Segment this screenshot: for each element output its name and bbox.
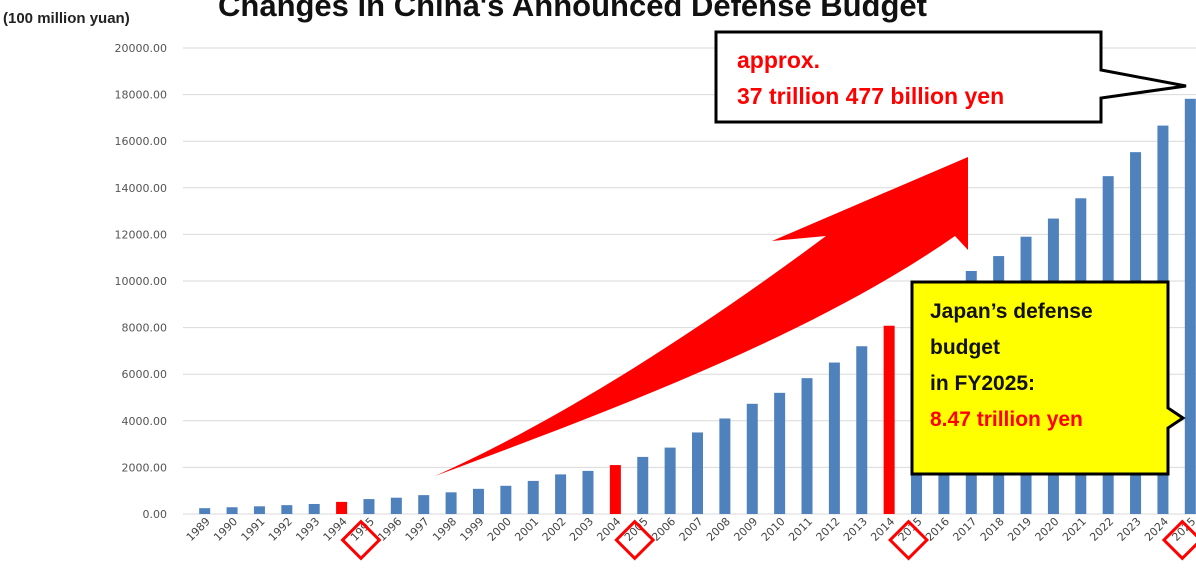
bar-2013 [856,346,868,514]
bar-1992 [281,505,293,514]
bar-2014 [883,325,895,514]
bar-2003 [582,470,594,514]
bar-2005 [637,456,649,514]
bar-1995 [363,499,375,514]
bar-2009 [746,403,758,514]
bar-1999 [472,488,484,514]
y-tick-label: 8000.00 [122,322,168,335]
x-tick-label-2012: 2012 [814,515,843,544]
x-tick-label-2011: 2011 [786,515,815,544]
bar-2000 [500,485,512,514]
y-axis-unit-label: (100 million yuan) [3,10,130,27]
bar-2025 [1184,98,1196,514]
bar-1990 [226,507,238,514]
highlight-box-2025 [1161,519,1196,561]
bar-1989 [199,508,211,514]
x-tick-label-2022: 2022 [1087,515,1116,544]
x-tick-label-2024: 2024 [1142,515,1171,544]
y-tick-label: 18000.00 [115,89,168,102]
china-2025-callout: approx. 37 trillion 477 billion yen [714,30,1187,124]
x-tick-label-1994: 1994 [321,515,350,544]
x-tick-label-2008: 2008 [704,515,733,544]
bar-1998 [445,492,457,514]
japan-callout-line4: 8.47 trillion yen [930,408,1083,431]
bar-1996 [390,497,402,514]
x-tick-label-1997: 1997 [403,515,432,544]
x-tick-label-1999: 1999 [458,515,487,544]
china-callout-line1: approx. [737,47,820,73]
bar-2001 [527,480,539,514]
x-tick-label-2020: 2020 [1033,515,1062,544]
japan-callout-box [910,280,1186,476]
bar-2002 [555,474,567,514]
y-tick-label: 16000.00 [115,135,168,148]
x-tick-label-2014: 2014 [868,515,897,544]
bar-2004 [609,465,621,514]
x-tick-label-2013: 2013 [841,515,870,544]
trend-arrow [435,157,968,476]
y-axis-ticks: 0.00 2000.00 4000.00 6000.00 8000.00 10000.00… [115,42,168,521]
y-tick-label: 12000.00 [115,228,168,241]
y-tick-label: 20000.00 [115,42,168,55]
x-tick-label-2010: 2010 [759,515,788,544]
bar-1993 [308,503,320,514]
x-axis-ticks: 1989199019911992199319941995199619971998… [184,515,1196,561]
x-tick-label-2021: 2021 [1060,515,1089,544]
bar-2007 [692,432,703,514]
x-tick-label-2016: 2016 [923,515,952,544]
highlight-box-2015 [888,519,930,561]
y-tick-label: 4000.00 [122,415,168,428]
x-tick-label-2006: 2006 [649,515,678,544]
highlight-box-1995 [340,519,382,561]
x-tick-label-2007: 2007 [677,515,706,544]
x-tick-label-2023: 2023 [1115,515,1144,544]
chart-title: Changes in China's Announced Defense Bud… [218,0,927,23]
bar-2008 [719,418,731,514]
x-tick-label-1993: 1993 [293,515,322,544]
y-tick-label: 10000.00 [115,275,168,288]
x-tick-label-2001: 2001 [512,515,541,544]
x-tick-label-2019: 2019 [1005,515,1034,544]
x-tick-label-2018: 2018 [978,515,1007,544]
x-tick-label-2009: 2009 [731,515,760,544]
y-tick-label: 0.00 [143,508,168,521]
japan-callout-line1: Japan’s defense [930,300,1093,323]
bar-2006 [664,447,676,514]
x-tick-label-1991: 1991 [239,515,268,544]
highlight-box-2005 [614,519,656,561]
japan-callout-line2: budget [930,336,1000,359]
bar-2010 [774,392,786,514]
china-callout-line2: 37 trillion 477 billion yen [737,83,1004,109]
x-tick-label-1990: 1990 [211,515,240,544]
x-tick-label-2002: 2002 [540,515,569,544]
red-trend-arrow [435,157,968,476]
china-callout-box [714,30,1187,124]
x-tick-label-1989: 1989 [184,515,213,544]
x-tick-label-1996: 1996 [375,515,404,544]
x-tick-label-2017: 2017 [950,515,979,544]
bar-1994 [336,501,348,514]
y-tick-label: 2000.00 [122,461,168,474]
bar-2011 [801,378,813,514]
bar-2012 [828,362,840,514]
x-tick-label-2004: 2004 [594,515,623,544]
bar-1997 [418,495,430,514]
bar-1991 [253,506,265,514]
japan-budget-callout: Japan’s defense budget in FY2025: 8.47 t… [910,280,1186,476]
x-tick-label-2000: 2000 [485,515,514,544]
x-tick-label-1992: 1992 [266,515,295,544]
x-tick-label-1998: 1998 [430,515,459,544]
x-tick-label-2003: 2003 [567,515,596,544]
y-tick-label: 14000.00 [115,182,168,195]
y-tick-label: 6000.00 [122,368,168,381]
japan-callout-line3: in FY2025: [930,372,1035,395]
